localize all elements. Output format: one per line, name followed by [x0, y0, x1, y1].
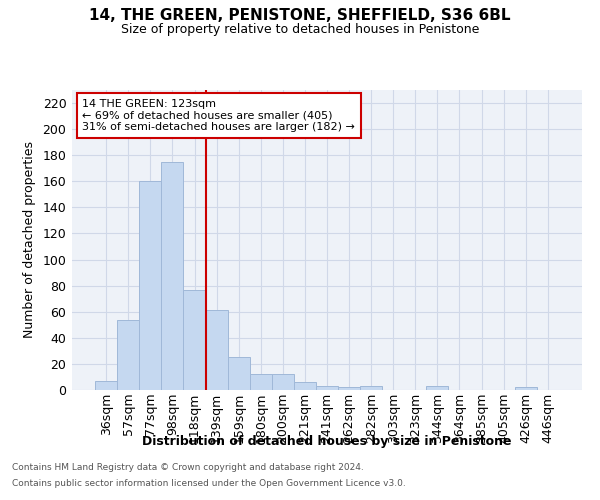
Text: Contains HM Land Registry data © Crown copyright and database right 2024.: Contains HM Land Registry data © Crown c… [12, 464, 364, 472]
Bar [272, 374, 294, 390]
Text: 14 THE GREEN: 123sqm
← 69% of detached houses are smaller (405)
31% of semi-deta: 14 THE GREEN: 123sqm ← 69% of detached h… [82, 99, 355, 132]
Bar [338, 388, 360, 390]
Bar [139, 182, 161, 390]
Bar [360, 386, 382, 390]
Bar [184, 290, 206, 390]
Bar [316, 386, 338, 390]
Bar [161, 162, 184, 390]
Text: 14, THE GREEN, PENISTONE, SHEFFIELD, S36 6BL: 14, THE GREEN, PENISTONE, SHEFFIELD, S36… [89, 8, 511, 22]
Bar [227, 358, 250, 390]
Text: Contains public sector information licensed under the Open Government Licence v3: Contains public sector information licen… [12, 478, 406, 488]
Y-axis label: Number of detached properties: Number of detached properties [23, 142, 35, 338]
Bar [117, 320, 139, 390]
Bar [427, 386, 448, 390]
Bar [294, 382, 316, 390]
Bar [515, 388, 537, 390]
Text: Distribution of detached houses by size in Penistone: Distribution of detached houses by size … [142, 435, 512, 448]
Bar [95, 381, 117, 390]
Bar [250, 374, 272, 390]
Text: Size of property relative to detached houses in Penistone: Size of property relative to detached ho… [121, 22, 479, 36]
Bar [206, 310, 227, 390]
